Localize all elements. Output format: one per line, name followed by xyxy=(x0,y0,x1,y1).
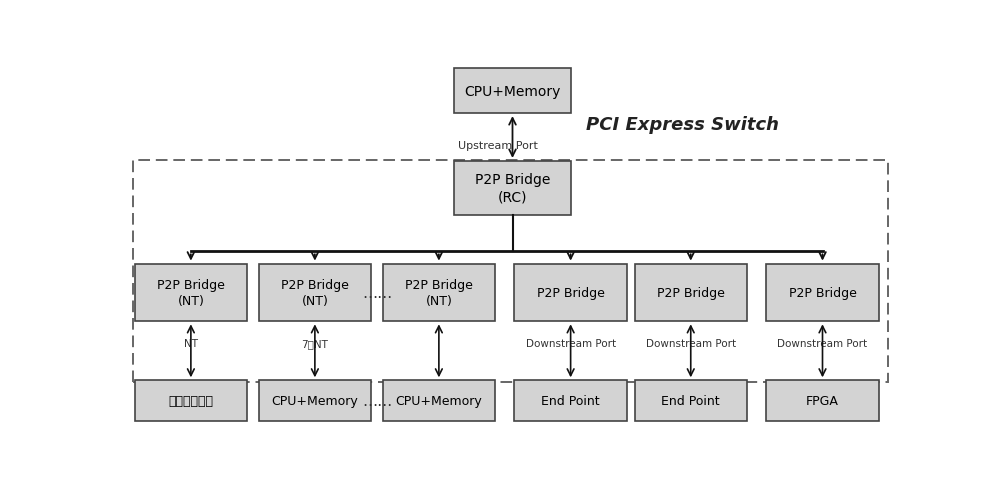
Text: FPGA: FPGA xyxy=(806,394,839,408)
Bar xyxy=(133,161,888,382)
Text: P2P Bridge
(NT): P2P Bridge (NT) xyxy=(281,278,349,307)
Bar xyxy=(135,264,247,322)
Text: Downstream Port: Downstream Port xyxy=(777,338,868,348)
Text: End Point: End Point xyxy=(661,394,720,408)
Text: ……: …… xyxy=(362,286,392,301)
Bar xyxy=(766,380,879,422)
Bar xyxy=(454,162,571,215)
Bar xyxy=(635,264,747,322)
Text: P2P Bridge: P2P Bridge xyxy=(657,287,725,300)
Text: P2P Bridge
(NT): P2P Bridge (NT) xyxy=(157,278,225,307)
Text: P2P Bridge: P2P Bridge xyxy=(789,287,856,300)
Text: CPU+Memory: CPU+Memory xyxy=(272,394,358,408)
Text: 另一个交换机: 另一个交换机 xyxy=(168,394,213,408)
Text: Upstream Port: Upstream Port xyxy=(458,141,538,151)
Text: PCI Express Switch: PCI Express Switch xyxy=(586,116,780,134)
Text: End Point: End Point xyxy=(541,394,600,408)
Bar xyxy=(514,380,627,422)
Bar xyxy=(766,264,879,322)
Text: P2P Bridge: P2P Bridge xyxy=(537,287,605,300)
Text: Downstream Port: Downstream Port xyxy=(526,338,616,348)
Bar xyxy=(383,380,495,422)
Text: 7个NT: 7个NT xyxy=(301,338,328,348)
Bar xyxy=(135,380,247,422)
Text: P2P Bridge
(NT): P2P Bridge (NT) xyxy=(405,278,473,307)
Bar xyxy=(259,264,371,322)
Bar xyxy=(259,380,371,422)
Text: P2P Bridge
(RC): P2P Bridge (RC) xyxy=(475,173,550,204)
Bar xyxy=(454,69,571,114)
Bar xyxy=(635,380,747,422)
Text: CPU+Memory: CPU+Memory xyxy=(396,394,482,408)
Text: ……: …… xyxy=(362,393,392,408)
Bar xyxy=(514,264,627,322)
Bar xyxy=(383,264,495,322)
Text: CPU+Memory: CPU+Memory xyxy=(464,85,561,99)
Text: Downstream Port: Downstream Port xyxy=(646,338,736,348)
Text: NT: NT xyxy=(184,338,198,348)
